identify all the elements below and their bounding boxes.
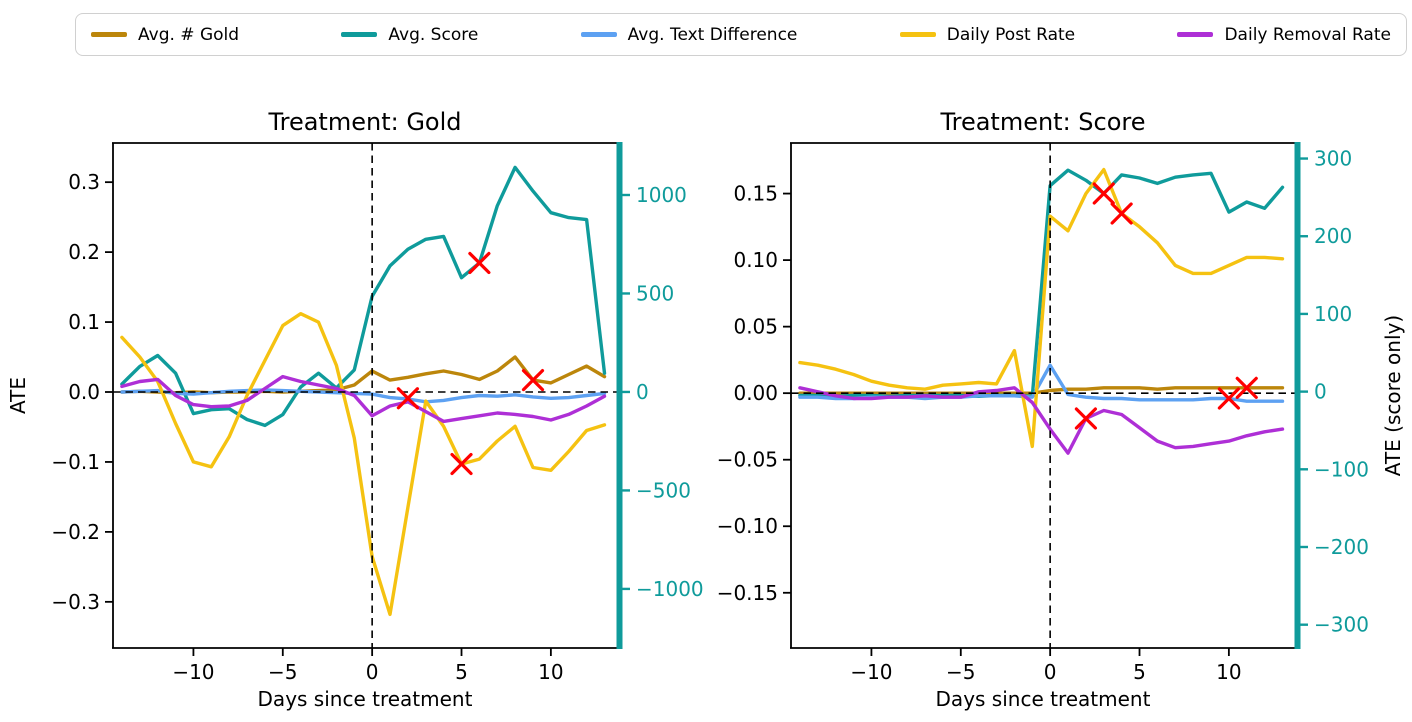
secondary-y-axis-label: ATE (score only)	[1381, 315, 1405, 476]
legend-label: Daily Post Rate	[946, 24, 1076, 45]
significance-x-marker-avg-score	[1092, 182, 1115, 205]
x-marker-stroke	[1217, 387, 1240, 410]
secondary-y-tick-label: 1000	[636, 183, 687, 207]
x-axis-label: Days since treatment	[258, 687, 473, 711]
x-marker-stroke	[396, 387, 419, 410]
legend-item-daily-post-rate: Daily Post Rate	[899, 24, 1076, 45]
y-tick-label: −0.05	[717, 448, 778, 472]
secondary-y-tick-label: −1000	[636, 577, 704, 601]
significance-x-marker-avg-text-difference	[396, 387, 419, 410]
x-marker-stroke	[521, 369, 545, 392]
series-line-avg-text-difference	[120, 388, 607, 404]
x-tick-label: 5	[1133, 660, 1146, 684]
y-tick-label: 0.2	[68, 240, 100, 264]
x-tick-label: 0	[1044, 660, 1057, 684]
y-tick-label: 0.15	[733, 182, 778, 206]
legend-line-swatch-daily-post-rate	[899, 32, 936, 37]
series-line-daily-post-rate	[120, 312, 607, 617]
legend-item-avg-score: Avg. Score	[341, 25, 478, 45]
x-marker-stroke	[1110, 202, 1133, 225]
series-line-daily-removal-rate	[798, 386, 1285, 455]
secondary-y-tick-label: −100	[1314, 457, 1369, 481]
x-marker-stroke	[450, 452, 473, 476]
y-tick-label: −0.10	[717, 514, 778, 538]
series-line-daily-post-rate	[798, 167, 1285, 449]
x-marker-stroke	[1074, 407, 1097, 430]
secondary-y-tick-label: −200	[1314, 535, 1369, 559]
secondary-y-tick-label: 300	[1314, 147, 1352, 171]
plot-title: Treatment: Gold	[267, 108, 461, 136]
significance-x-marker-avg-gold	[1235, 376, 1258, 399]
y-tick-label: 0.0	[68, 380, 100, 404]
legend-item-avg-text-difference: Avg. Text Difference	[580, 24, 798, 45]
x-marker-stroke	[1235, 376, 1258, 399]
subplot-treatment-gold: 0.30.20.10.0−0.1−0.2−0.310005000−500−100…	[6, 108, 704, 711]
plot-title: Treatment: Score	[939, 108, 1145, 136]
significance-x-marker-avg-gold	[521, 369, 545, 392]
significance-x-marker-daily-post-rate	[1110, 202, 1133, 225]
x-tick-label: 0	[366, 660, 379, 684]
x-tick-label: 10	[1216, 660, 1241, 684]
series-line-avg-score	[798, 168, 1285, 398]
y-tick-label: 0.10	[733, 248, 778, 272]
secondary-y-tick-label: −500	[636, 478, 691, 502]
series-line-avg-gold	[120, 355, 607, 395]
series-line-daily-removal-rate	[120, 374, 607, 424]
y-tick-label: 0.00	[733, 381, 778, 405]
x-marker-stroke	[468, 251, 491, 275]
x-tick-label: −10	[850, 660, 892, 684]
secondary-y-tick-label: 100	[1314, 302, 1352, 326]
significance-x-marker-daily-post-rate	[450, 452, 473, 476]
secondary-y-tick-label: 200	[1314, 224, 1352, 248]
y-tick-label: −0.15	[717, 581, 778, 605]
y-tick-label: 0.3	[68, 170, 100, 194]
legend-item-daily-removal-rate: Daily Removal Rate	[1177, 24, 1391, 45]
legend-label: Avg. # Gold	[138, 24, 240, 45]
x-marker-stroke	[1092, 182, 1115, 205]
legend-label: Avg. Score	[388, 24, 479, 45]
y-axis-label: ATE	[6, 377, 30, 414]
significance-x-marker-daily-removal-rate	[1074, 407, 1097, 430]
x-tick-label: −5	[946, 660, 975, 684]
series-line-avg-text-difference	[798, 363, 1285, 403]
significance-x-marker-avg-text-difference	[1217, 387, 1240, 410]
legend-line-swatch-avg-text-difference	[580, 32, 617, 37]
secondary-y-tick-label: 0	[636, 380, 649, 404]
x-tick-label: 5	[455, 660, 468, 684]
legend-line-swatch-avg-gold	[91, 32, 127, 37]
series-line-avg-score	[120, 165, 607, 428]
legend-label: Avg. Text Difference	[627, 24, 798, 45]
legend-line-swatch-avg-score	[341, 32, 378, 37]
legend-line-swatch-daily-removal-rate	[1177, 32, 1214, 37]
y-tick-label: 0.1	[68, 310, 100, 334]
legend-item-avg-gold: Avg. # Gold	[91, 25, 239, 45]
legend-label: Daily Removal Rate	[1224, 24, 1391, 45]
x-tick-label: 10	[538, 660, 563, 684]
x-axis-label: Days since treatment	[936, 687, 1151, 711]
legend: Avg. # Gold Avg. Score Avg. Text Differenc…	[75, 13, 1407, 56]
secondary-y-tick-label: −300	[1314, 613, 1369, 637]
y-tick-label: 0.05	[733, 315, 778, 339]
x-tick-label: −10	[172, 660, 214, 684]
subplot-treatment-score: 0.150.100.050.00−0.05−0.10−0.15300200100…	[717, 108, 1405, 711]
secondary-y-tick-label: 500	[636, 281, 674, 305]
x-tick-label: −5	[268, 660, 297, 684]
secondary-y-tick-label: 0	[1314, 380, 1327, 404]
significance-x-marker-avg-score	[468, 251, 491, 275]
y-tick-label: −0.2	[51, 520, 100, 544]
y-tick-label: −0.1	[51, 450, 100, 474]
y-tick-label: −0.3	[51, 590, 100, 614]
